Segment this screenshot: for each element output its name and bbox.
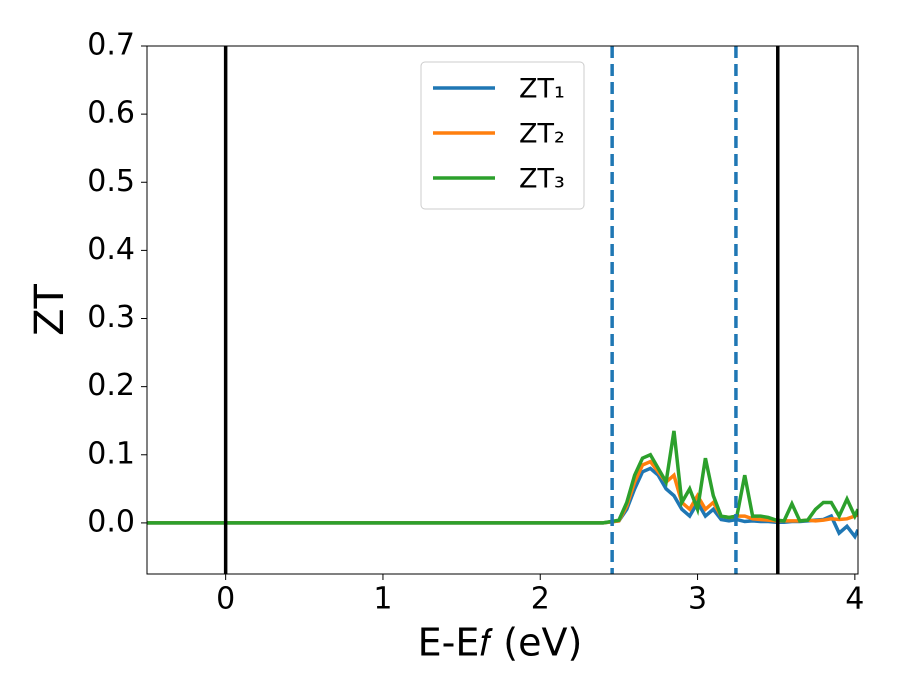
plot-frame (146, 45, 859, 575)
series-line (147, 430, 858, 525)
legend-box (420, 61, 585, 210)
y-tick-label: 0.6 (87, 96, 135, 131)
y-tick-label: 0.2 (87, 368, 135, 403)
y-tick-label: 0.0 (87, 504, 135, 539)
x-tick-label: 2 (531, 582, 550, 617)
x-axis-label: E-E𝑓 (eV) (418, 621, 583, 665)
y-axis-label: ZT (27, 284, 73, 336)
y-tick-label: 0.3 (87, 300, 135, 335)
x-tick-label: 1 (373, 582, 392, 617)
x-tick-label: 0 (216, 582, 235, 617)
x-tick-label: 3 (688, 582, 707, 617)
legend-label: ZT₁ (519, 74, 565, 105)
y-tick-label: 0.5 (87, 164, 135, 199)
y-tick-label: 0.1 (87, 436, 135, 471)
legend-label: ZT₂ (519, 119, 565, 150)
y-tick-label: 0.4 (87, 232, 135, 267)
x-tick-label: 4 (845, 582, 864, 617)
y-tick-label: 0.7 (87, 28, 135, 63)
legend-label: ZT₃ (519, 164, 565, 195)
